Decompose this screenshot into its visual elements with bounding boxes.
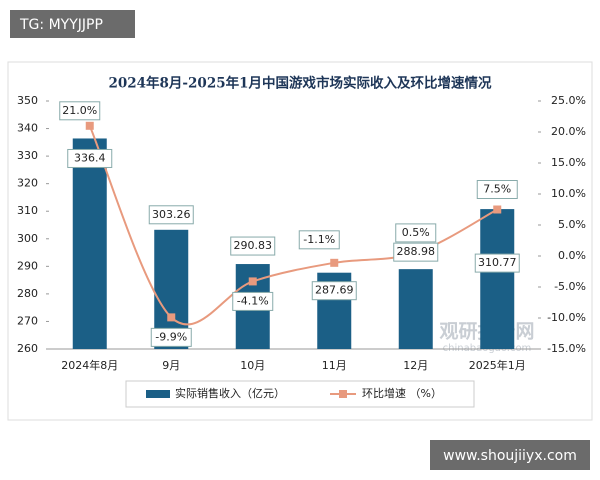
bar-value-label: 310.77 xyxy=(478,256,517,269)
y2-tick-label: 25.0% xyxy=(551,94,586,107)
x-tick-label: 11月 xyxy=(322,359,347,372)
line-marker xyxy=(493,205,502,214)
legend-label: 实际销售收入（亿元） xyxy=(175,386,285,400)
bar-value-label-box xyxy=(230,236,276,256)
y-tick-label: 340 xyxy=(17,122,38,135)
y-tick-label: 260 xyxy=(17,342,38,355)
line-value-label: -9.9% xyxy=(155,330,187,343)
line-value-label: -1.1% xyxy=(303,233,335,246)
line-value-label-box xyxy=(59,101,101,121)
line-marker xyxy=(330,258,339,267)
y-tick-label: 300 xyxy=(17,232,38,245)
line-value-label: -4.1% xyxy=(237,294,269,307)
line-value-label: 21.0% xyxy=(62,104,97,117)
line-value-label: 0.5% xyxy=(402,226,430,239)
line-marker xyxy=(167,313,176,322)
line-value-label-box xyxy=(232,291,274,311)
legend-box xyxy=(125,380,475,408)
x-tick-label: 10月 xyxy=(240,359,265,372)
y-tick-label: 290 xyxy=(17,259,38,272)
x-tick-label: 9月 xyxy=(162,359,180,372)
line-marker xyxy=(248,277,257,286)
bar-value-label: 336.4 xyxy=(74,151,106,164)
line-value-label: 7.5% xyxy=(483,183,511,196)
bar xyxy=(72,138,107,349)
y2-tick-label: 0.0% xyxy=(558,249,586,262)
bar-value-label-box xyxy=(67,148,113,168)
bar-value-label-box xyxy=(148,205,194,225)
bottom-badge xyxy=(430,440,590,470)
bar-value-label: 288.98 xyxy=(397,245,436,258)
bottom-badge-text: www.shoujiiyx.com xyxy=(443,448,577,464)
y2-tick-label: 15.0% xyxy=(551,156,586,169)
x-tick-label: 12月 xyxy=(403,359,428,372)
y-tick-label: 310 xyxy=(17,204,38,217)
legend-label: 环比增速 （%） xyxy=(362,386,442,400)
y2-tick-label: -15.0% xyxy=(547,342,586,355)
line-value-label-box xyxy=(150,327,192,347)
y-tick-label: 330 xyxy=(17,149,38,162)
legend-swatch xyxy=(339,390,347,398)
legend-swatch xyxy=(146,390,170,398)
bar xyxy=(398,269,433,349)
y2-tick-label: 5.0% xyxy=(558,218,586,231)
y2-tick-label: 20.0% xyxy=(551,125,586,138)
y2-tick-label: -10.0% xyxy=(547,311,586,324)
line-value-label-box xyxy=(298,230,340,250)
bar-value-label-box xyxy=(474,253,520,273)
x-tick-label: 2025年1月 xyxy=(469,358,526,372)
line-value-label-box xyxy=(476,180,518,199)
bar xyxy=(480,209,515,349)
y-tick-label: 270 xyxy=(17,314,38,327)
y-tick-label: 350 xyxy=(17,94,38,107)
x-tick-label: 2024年8月 xyxy=(61,358,118,372)
bar-value-label: 287.69 xyxy=(315,284,354,297)
top-badge-text: TG: MYYJJPP xyxy=(19,17,103,33)
chart-title: 2024年8月-2025年1月中国游戏市场实际收入及环比增速情况 xyxy=(108,75,492,92)
y-tick-label: 320 xyxy=(17,177,38,190)
line-marker xyxy=(85,121,94,130)
bar-value-label: 303.26 xyxy=(152,208,191,221)
bar-value-label: 290.83 xyxy=(234,239,273,252)
bar-value-label-box xyxy=(311,281,357,301)
bar-value-label-box xyxy=(393,242,439,262)
line-value-label-box xyxy=(395,223,437,243)
y2-tick-label: 10.0% xyxy=(551,187,586,200)
y-tick-label: 280 xyxy=(17,287,38,300)
top-badge xyxy=(10,10,135,38)
y2-tick-label: -5.0% xyxy=(554,280,586,293)
